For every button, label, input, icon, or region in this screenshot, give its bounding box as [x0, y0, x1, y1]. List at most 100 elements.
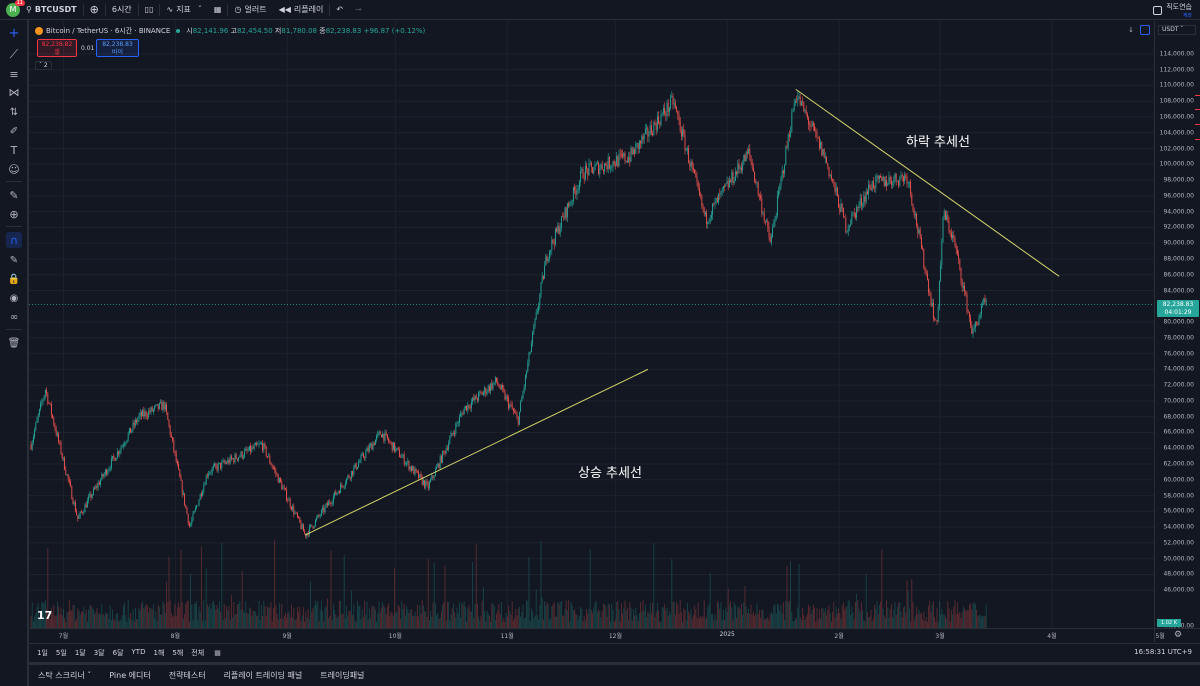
candle-body	[599, 168, 601, 175]
candle-body	[179, 469, 181, 478]
sell-button[interactable]: 82,238.82 셀	[37, 39, 77, 57]
symbol-search-button[interactable]: ⚲ BTCUSDT	[20, 0, 83, 20]
volume-bar	[379, 612, 381, 628]
brush-icon[interactable]: ✐	[9, 125, 19, 137]
undo-button[interactable]: ↶	[330, 0, 349, 20]
price-chart[interactable]	[29, 21, 1154, 628]
range-button[interactable]: YTD	[131, 647, 146, 656]
volume-bar	[883, 615, 885, 628]
chart-pane[interactable]: Bitcoin / TetherUS · 6시간 · BINANCE 시82,1…	[29, 21, 1154, 628]
emoji-icon[interactable]: ☺	[8, 162, 20, 176]
lock-icon[interactable]: 🔒	[7, 273, 21, 285]
templates-button[interactable]: ▦	[208, 0, 228, 20]
download-icon[interactable]: ↓	[1128, 26, 1134, 34]
volume-bar	[622, 613, 624, 628]
volume-bar	[540, 540, 542, 628]
range-button[interactable]: 1일	[37, 648, 48, 657]
bottom-tab[interactable]: 트레이딩패널	[320, 671, 365, 680]
candle-body	[798, 96, 800, 98]
candle-body	[560, 216, 562, 228]
link-icon[interactable]: ∞	[9, 311, 19, 323]
candle-body	[199, 493, 201, 501]
range-button[interactable]: 6달	[112, 648, 124, 657]
trendline-icon[interactable]: ⟋	[9, 46, 19, 61]
indicators-button[interactable]: ∿ 지표 ˇ	[160, 0, 207, 20]
trash-icon[interactable]: 🗑	[7, 337, 21, 349]
volume-bar	[707, 607, 709, 628]
range-button[interactable]: 5일	[55, 648, 67, 657]
candle-body	[144, 411, 146, 417]
candle-body	[266, 456, 268, 457]
candle-body	[378, 431, 380, 434]
bottom-tab[interactable]: 스탁 스크리너 ˇ	[38, 671, 92, 680]
compare-symbol-button[interactable]: ⊕	[84, 0, 105, 20]
volume-bar	[472, 561, 474, 628]
currency-select[interactable]: USDT ˇ	[1158, 25, 1196, 35]
stay-drawing-icon[interactable]: ✎	[9, 254, 19, 266]
uptrend-annotation[interactable]: 상승 추세선	[578, 466, 642, 481]
indicator-legend-toggle[interactable]: ˇ 2	[35, 61, 52, 70]
interval-button[interactable]: 6시간	[106, 0, 138, 20]
candle-body	[713, 203, 715, 205]
eye-icon[interactable]: ◉	[9, 292, 19, 304]
crosshair-icon[interactable]: +	[8, 25, 20, 41]
text-icon[interactable]: T	[10, 143, 18, 157]
downtrend-annotation[interactable]: 하락 추세선	[906, 135, 970, 150]
candle-body	[680, 131, 682, 137]
volume-bar	[925, 616, 927, 628]
candle-body	[648, 134, 650, 137]
volume-bar	[850, 614, 852, 628]
candle-body	[828, 166, 830, 176]
clock[interactable]: 16:58:31 UTC+9	[1134, 648, 1192, 656]
price-axis[interactable]: USDT ˇ 114,000.00 112,000.00 110,000.00 108…	[1154, 21, 1200, 630]
buy-button[interactable]: 82,238.83 바이	[96, 39, 139, 57]
volume-bar	[362, 617, 364, 628]
calendar-icon[interactable]: ▦	[214, 648, 221, 657]
axis-settings[interactable]: ⚙	[1154, 628, 1200, 642]
candle-body	[614, 164, 616, 166]
volume-bar	[889, 608, 891, 628]
volume-bar	[899, 602, 901, 628]
candle-body	[485, 387, 487, 395]
fullscreen-icon[interactable]	[1140, 25, 1150, 35]
user-avatar[interactable]: M 11	[6, 0, 25, 17]
bar-countdown: 04:01:29	[1164, 309, 1192, 316]
tradingview-logo[interactable]: 17	[37, 609, 53, 622]
volume-bar	[538, 619, 540, 628]
candle-body	[688, 148, 690, 163]
range-button[interactable]: 전체	[191, 648, 205, 657]
candle-body	[386, 434, 388, 439]
range-button[interactable]: 1해	[153, 648, 165, 657]
zoom-in-icon[interactable]: ⊕	[9, 207, 19, 221]
range-button[interactable]: 3달	[93, 648, 105, 657]
volume-bar	[677, 604, 679, 628]
pattern-icon[interactable]: ⋈	[8, 85, 20, 99]
magnet-icon[interactable]: ∩	[6, 232, 22, 248]
volume-bar	[973, 602, 975, 628]
volume-bar	[907, 591, 909, 628]
candle-body	[152, 409, 154, 412]
volume-bar	[48, 614, 50, 628]
volume-bar	[784, 619, 786, 628]
candle-body	[554, 228, 556, 245]
replay-button[interactable]: ◀◀ 리플레이	[273, 0, 330, 20]
fib-retracement-icon[interactable]: ≡	[9, 67, 19, 81]
forecast-icon[interactable]: ⇅	[9, 106, 19, 118]
volume-bar	[108, 618, 110, 628]
bottom-tab[interactable]: 전략테스터	[168, 671, 206, 680]
bottom-tab[interactable]: 리플레이 트레이딩 패널	[223, 671, 303, 680]
volume-bar	[224, 618, 226, 628]
bottom-tab[interactable]: Pine 에디터	[109, 671, 151, 680]
time-axis[interactable]: 7월 8월 9월 10월 11월 12월 2025 2월 3월 4월 5월	[29, 628, 1165, 642]
range-button[interactable]: 1달	[74, 648, 86, 657]
candle-body	[964, 286, 966, 292]
chart-type-button[interactable]: ▯▯	[139, 0, 160, 20]
candle-body	[882, 176, 884, 181]
paper-trading-toggle[interactable]: 직도연습 계좌	[1153, 2, 1192, 19]
ruler-icon[interactable]: ✎	[9, 188, 19, 202]
alert-button[interactable]: ◷ 얼러트	[228, 0, 272, 20]
volume-bar	[564, 608, 566, 628]
range-button[interactable]: 5해	[172, 648, 184, 657]
redo-button[interactable]: →	[349, 0, 368, 20]
candle-body	[638, 141, 640, 150]
